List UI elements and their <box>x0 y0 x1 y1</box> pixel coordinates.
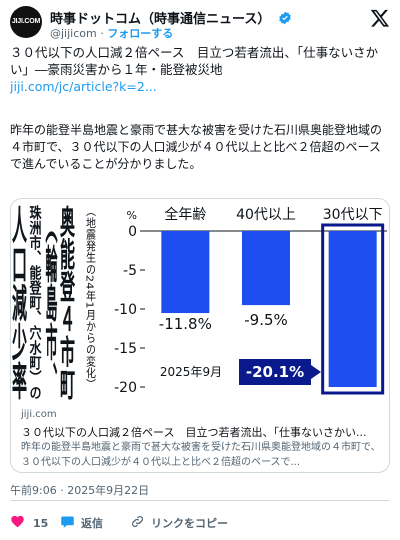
verified-badge-icon <box>278 11 292 29</box>
handle-row: @jijicom · フォローする <box>50 25 173 41</box>
y-tick-label: -15 <box>114 341 137 357</box>
chart-subtitle: （地震発生の24年1月からの変化） <box>84 205 96 390</box>
divider <box>10 500 390 501</box>
display-name[interactable]: 時事ドットコム（時事通信ニュース） <box>50 8 292 29</box>
chart-title-line-0: 奥能登４市町 <box>58 203 76 402</box>
card-description: 昨年の能登半島地震と豪雨で甚大な被害を受けた石川県奥能登地域の４市町で、３０代以… <box>21 442 381 468</box>
tweet-headline: ３０代以下の人口減２倍ペース 目立つ若者流出、「仕事ないさかい」―豪雨災害から１… <box>10 45 379 77</box>
follow-button[interactable]: フォローする <box>107 27 174 40</box>
reply-label: 返信 <box>81 517 103 530</box>
y-tick-label: -10 <box>114 302 137 318</box>
display-name-text[interactable]: 時事ドットコム（時事通信ニュース） <box>50 12 271 27</box>
tweet-body: 昨年の能登半島地震と豪雨で甚大な被害を受けた石川県奥能登地域の４市町で、３０代以… <box>10 123 383 171</box>
value-label-bg <box>151 313 220 334</box>
tweet-link[interactable]: jiji.com/jc/article?k=2... <box>10 79 157 94</box>
reply-button[interactable]: 返信 <box>60 514 103 532</box>
category-label: 40代以上 <box>236 207 296 223</box>
card-image[interactable]: 奥能登４市町 （輪島市、 珠洲市、能登町、穴水町）の 人口減少率 （地震発生の24年1月… <box>11 199 389 404</box>
copy-link-button[interactable]: リンクをコピー <box>130 514 228 532</box>
bar <box>328 231 377 387</box>
tweet-timestamp[interactable]: 午前9:06 · 2025年9月22日 <box>10 484 150 497</box>
callout-arrow <box>311 365 321 379</box>
y-unit-label: % <box>127 209 137 222</box>
chart-title-line-3: 人口減少率 <box>11 205 28 403</box>
heart-icon <box>10 514 25 532</box>
value-label: -20.1% <box>246 363 304 381</box>
value-label: -11.8% <box>159 315 212 333</box>
chart-title-line-2: 珠洲市、能登町、穴水町）の <box>28 203 42 400</box>
bar <box>242 231 290 306</box>
handle[interactable]: @jijicom <box>50 27 97 40</box>
link-icon <box>130 514 145 532</box>
avatar-brand-text: JIJI.COM <box>11 18 41 25</box>
callout-box <box>239 359 311 385</box>
x-logo-icon[interactable] <box>370 8 390 28</box>
bar <box>161 231 210 324</box>
value-label: -9.5% <box>244 311 288 329</box>
category-label: 全年齢 <box>164 206 206 223</box>
copy-link-label: リンクをコピー <box>151 517 228 530</box>
category-label: 30代以下 <box>323 207 383 223</box>
link-card[interactable]: 奥能登４市町 （輪島市、 珠洲市、能登町、穴水町）の 人口減少率 （地震発生の24年1月… <box>10 198 390 473</box>
y-tick-label: -5 <box>123 263 137 279</box>
avatar[interactable]: JIJI.COM <box>10 6 42 38</box>
y-tick-label: 0 <box>128 224 137 240</box>
date-label: 2025年9月 <box>160 365 222 379</box>
reply-icon <box>60 514 75 532</box>
action-bar: 15 返信 リンクをコピー <box>10 512 390 534</box>
card-title[interactable]: ３０代以下の人口減２倍ペース 目立つ若者流出、「仕事ないさかい... <box>21 426 367 439</box>
chart-title-line-1: （輪島市、 <box>44 205 58 400</box>
highlight-frame <box>321 223 385 395</box>
like-button[interactable]: 15 <box>10 514 48 532</box>
card-domain: jiji.com <box>21 409 57 420</box>
y-tick-label: -20 <box>114 380 137 396</box>
tweet-header: JIJI.COM 時事ドットコム（時事通信ニュース） @jijicom · フォ… <box>10 6 390 41</box>
handle-separator: · <box>100 27 104 40</box>
like-count: 15 <box>33 516 49 530</box>
